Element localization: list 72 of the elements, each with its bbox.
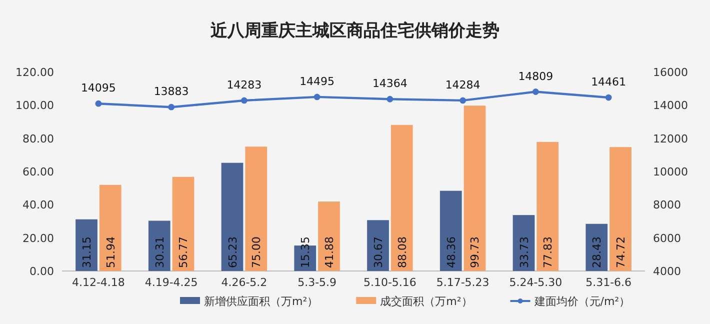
chart-title: 近八周重庆主城区商品住宅供销价走势 (210, 21, 500, 41)
y2-tick-label: 4000 (653, 265, 681, 278)
data-label: 88.08 (396, 236, 409, 268)
y-tick-label: 60.00 (22, 166, 54, 178)
data-label: 14495 (300, 74, 335, 88)
bar (318, 202, 340, 271)
data-label: 48.36 (444, 236, 458, 268)
bar (245, 146, 268, 271)
point (168, 104, 175, 110)
data-label: 51.94 (104, 236, 118, 268)
data-label: 99.73 (468, 236, 482, 268)
x-tick-label: 4.19-4.25 (144, 276, 198, 289)
bar (536, 142, 559, 271)
data-label: 14461 (591, 76, 626, 89)
x-tick-label: 5.17-5.23 (436, 276, 490, 289)
legend-label: 成交面积（万m²） (380, 295, 472, 308)
data-label: 41.88 (322, 236, 336, 268)
y2-tick-label: 8000 (653, 198, 681, 212)
bar (512, 215, 535, 271)
x-tick-label: 5.3-5.9 (298, 276, 337, 289)
y-tick-label: 120.00 (16, 66, 54, 79)
bar (367, 220, 389, 271)
data-label: 74.72 (614, 236, 628, 268)
y2-tick-label: 10000 (653, 166, 688, 178)
data-label: 33.73 (518, 236, 531, 268)
data-label: 56.77 (177, 236, 190, 268)
x-tick-label: 5.31-6.6 (586, 276, 632, 289)
y2-tick-label: 6000 (653, 232, 681, 245)
point (460, 97, 466, 104)
point (532, 88, 539, 95)
point (605, 94, 612, 101)
y-tick-label: 0.00 (30, 265, 54, 278)
data-label: 28.43 (590, 236, 604, 268)
bar (76, 219, 98, 271)
data-label: 75.00 (250, 236, 264, 268)
y-tick-label: 20.00 (22, 232, 54, 245)
bar (221, 162, 244, 271)
data-label: 30.67 (372, 236, 386, 268)
data-label: 77.83 (542, 236, 555, 268)
y2-tick-label: 16000 (653, 66, 688, 79)
y-tick-label: 100.00 (16, 99, 54, 112)
bar (390, 124, 413, 271)
data-label: 65.23 (226, 236, 240, 268)
legend-label: 建面均价（元/m²） (533, 295, 630, 308)
point (314, 94, 320, 100)
bar (172, 176, 194, 271)
bar (148, 220, 170, 271)
data-label: 31.15 (80, 236, 94, 268)
x-tick-label: 4.26-5.2 (221, 276, 268, 289)
bar (610, 147, 632, 271)
point (95, 100, 102, 107)
data-label: 30.31 (153, 236, 166, 268)
bar (464, 106, 486, 271)
x-tick-label: 5.10-5.16 (363, 276, 416, 289)
point (240, 97, 248, 104)
data-label: 15.35 (299, 236, 312, 268)
data-label: 14284 (445, 78, 480, 92)
x-tick-label: 5.24-5.30 (509, 276, 562, 289)
x-tick-label: 4.12-4.18 (72, 276, 125, 289)
y-tick-label: 40.00 (22, 198, 54, 212)
y-tick-label: 80.00 (22, 132, 54, 146)
bar (99, 184, 122, 271)
legend-label: 新增供应面积（万m²） (204, 295, 318, 308)
data-label: 14283 (226, 78, 262, 92)
y2-tick-label: 14000 (653, 99, 688, 112)
y2-tick-label: 12000 (653, 132, 688, 146)
data-label: 14095 (80, 82, 116, 95)
data-label: 14364 (372, 77, 408, 90)
bar (440, 190, 462, 271)
data-label: 14809 (518, 70, 554, 83)
point (386, 96, 394, 102)
data-label: 13883 (154, 85, 189, 98)
